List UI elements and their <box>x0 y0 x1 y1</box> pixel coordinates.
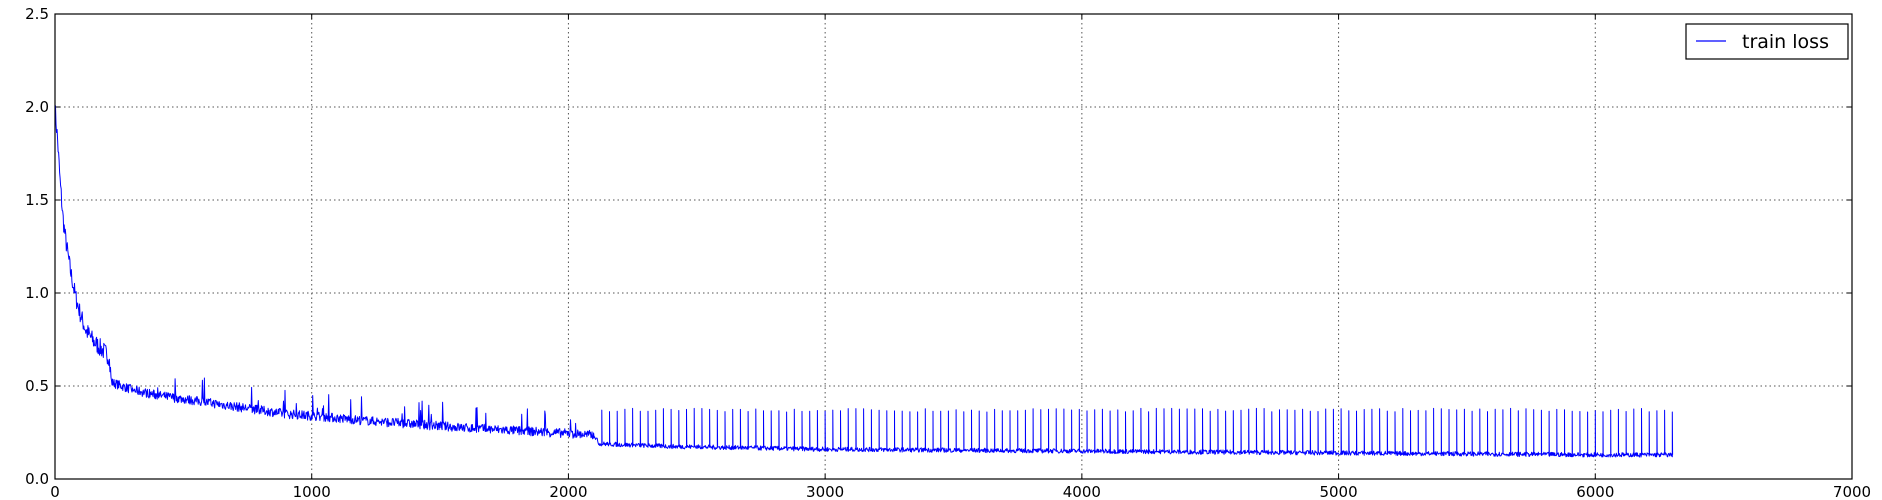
y-tick-label: 0.5 <box>25 377 49 395</box>
y-tick-label: 0.0 <box>25 470 49 488</box>
legend: train loss <box>1685 23 1849 60</box>
grid-layer <box>54 13 1853 480</box>
y-tick-label: 1.5 <box>25 191 49 209</box>
legend-label-train-loss: train loss <box>1742 31 1829 53</box>
series-layer <box>54 105 1674 458</box>
x-tick-label: 2000 <box>549 483 587 500</box>
tick-labels: 0 1000 2000 3000 4000 5000 6000 7000 0.0 0.5 1.0 1.… <box>25 5 1871 500</box>
x-tick-label: 5000 <box>1319 483 1357 500</box>
x-tick-label: 1000 <box>293 483 331 500</box>
plot-frame <box>54 13 1853 480</box>
y-tick-label: 1.0 <box>25 284 49 302</box>
y-tick-label: 2.0 <box>25 98 49 116</box>
x-tick-label: 4000 <box>1063 483 1101 500</box>
x-tick-label: 0 <box>50 483 60 500</box>
series-line-train-loss <box>54 105 1674 458</box>
x-tick-label: 7000 <box>1833 483 1871 500</box>
y-tick-label: 2.5 <box>25 5 49 23</box>
x-tick-label: 3000 <box>806 483 844 500</box>
x-tick-label: 6000 <box>1576 483 1614 500</box>
